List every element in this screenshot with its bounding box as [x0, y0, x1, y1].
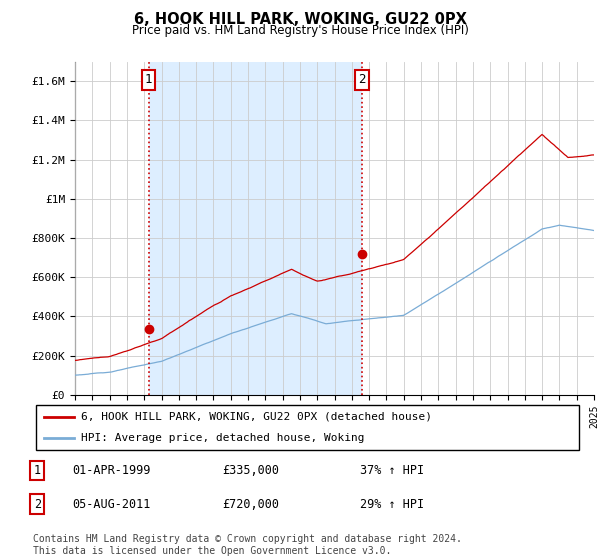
Text: 6, HOOK HILL PARK, WOKING, GU22 0PX: 6, HOOK HILL PARK, WOKING, GU22 0PX: [134, 12, 466, 27]
Text: 2: 2: [358, 73, 365, 86]
Text: 29% ↑ HPI: 29% ↑ HPI: [360, 497, 424, 511]
Text: 1: 1: [145, 73, 152, 86]
Text: 37% ↑ HPI: 37% ↑ HPI: [360, 464, 424, 477]
Bar: [149, 62, 362, 395]
FancyBboxPatch shape: [36, 405, 579, 450]
Text: 01-APR-1999: 01-APR-1999: [72, 464, 151, 477]
Text: 05-AUG-2011: 05-AUG-2011: [72, 497, 151, 511]
Text: £720,000: £720,000: [222, 497, 279, 511]
Text: 2: 2: [34, 497, 41, 511]
Text: 6, HOOK HILL PARK, WOKING, GU22 0PX (detached house): 6, HOOK HILL PARK, WOKING, GU22 0PX (det…: [82, 412, 433, 422]
Text: Price paid vs. HM Land Registry's House Price Index (HPI): Price paid vs. HM Land Registry's House …: [131, 24, 469, 37]
Text: HPI: Average price, detached house, Woking: HPI: Average price, detached house, Woki…: [82, 433, 365, 444]
Text: 1: 1: [34, 464, 41, 477]
Text: Contains HM Land Registry data © Crown copyright and database right 2024.
This d: Contains HM Land Registry data © Crown c…: [33, 534, 462, 556]
Text: £335,000: £335,000: [222, 464, 279, 477]
